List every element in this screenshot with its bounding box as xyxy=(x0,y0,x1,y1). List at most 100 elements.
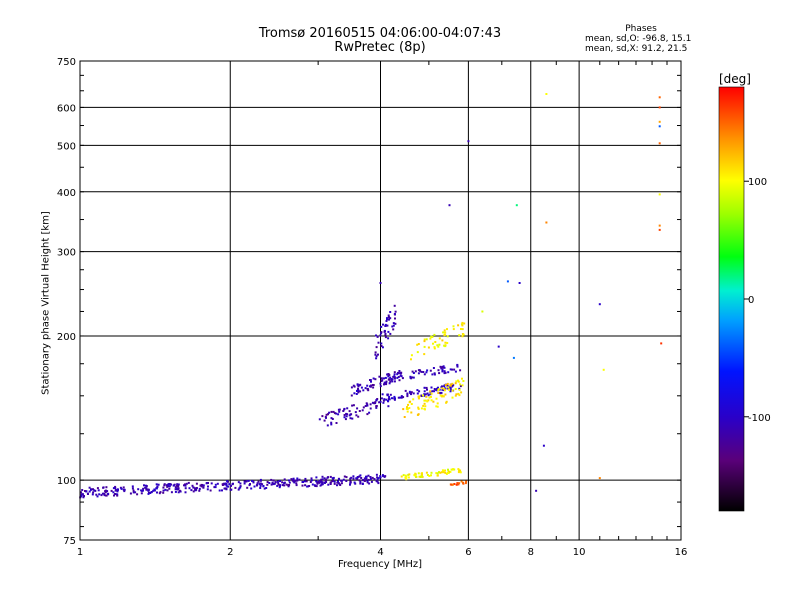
echo-point xyxy=(388,374,391,376)
echo-point xyxy=(305,480,308,483)
echo-point xyxy=(281,481,284,484)
echo-point xyxy=(372,384,374,386)
echo-point xyxy=(436,402,439,405)
echo-point xyxy=(318,481,321,484)
echo-point xyxy=(393,371,396,374)
echo-point xyxy=(380,342,383,345)
echo-point xyxy=(157,483,160,486)
echo-point xyxy=(440,471,443,474)
echo-point xyxy=(425,395,428,398)
echo-point xyxy=(427,399,430,402)
echo-point xyxy=(167,485,170,488)
echo-point xyxy=(384,323,387,326)
echo-point xyxy=(439,471,442,474)
echo-point xyxy=(292,477,295,480)
echo-point xyxy=(401,377,404,380)
echo-point xyxy=(368,482,371,485)
echo-point xyxy=(375,399,378,402)
echo-point xyxy=(145,488,148,491)
echo-point xyxy=(80,493,83,496)
echo-point xyxy=(229,488,232,491)
echo-point xyxy=(452,325,455,328)
echo-point xyxy=(350,394,353,397)
echo-point xyxy=(358,410,361,412)
echo-point xyxy=(288,479,290,482)
echo-point xyxy=(457,380,460,383)
echo-point xyxy=(398,372,401,375)
echo-point xyxy=(177,485,180,488)
echo-point xyxy=(357,384,360,387)
echo-point xyxy=(337,413,340,416)
echo-point xyxy=(357,387,359,390)
echo-point xyxy=(365,478,368,480)
echo-point xyxy=(315,480,318,483)
echo-point xyxy=(361,409,364,412)
echo-point xyxy=(308,485,311,487)
echo-point xyxy=(387,375,390,378)
echo-point xyxy=(377,341,380,344)
echo-point xyxy=(370,480,373,483)
echo-point xyxy=(437,386,439,389)
echo-point xyxy=(423,373,426,376)
echo-point xyxy=(371,401,374,404)
echo-point xyxy=(363,480,366,482)
echo-point xyxy=(419,476,422,478)
echo-point xyxy=(183,484,185,487)
echo-point xyxy=(393,373,396,376)
echo-point xyxy=(270,483,273,486)
echo-point xyxy=(389,380,392,383)
echo-point xyxy=(385,381,388,384)
echo-point xyxy=(323,419,326,422)
echo-point xyxy=(402,474,405,477)
echo-point xyxy=(95,493,98,496)
echo-point xyxy=(406,410,409,413)
echo-point xyxy=(114,487,117,489)
echo-point xyxy=(447,371,450,374)
echo-point xyxy=(306,485,309,488)
echo-point xyxy=(379,382,382,385)
echo-point xyxy=(92,488,94,491)
echo-point xyxy=(406,408,409,410)
echo-point xyxy=(461,321,464,324)
echo-point xyxy=(343,475,346,478)
echo-point xyxy=(331,477,334,480)
y-tick-label: 400 xyxy=(57,188,76,199)
echo-point xyxy=(352,477,355,480)
echo-point xyxy=(442,471,445,474)
echo-point xyxy=(349,417,352,420)
echo-point xyxy=(416,389,419,392)
colorbar-ticks: 100 0 -100 xyxy=(744,177,771,424)
echo-point xyxy=(387,405,390,408)
echo-point xyxy=(387,316,390,318)
echo-point xyxy=(446,342,449,344)
echo-point xyxy=(438,372,441,375)
echo-point xyxy=(418,395,421,398)
echo-point xyxy=(367,478,370,481)
echo-point xyxy=(430,392,433,395)
echo-point xyxy=(424,393,427,396)
echo-point xyxy=(440,391,443,394)
echo-point xyxy=(449,368,452,371)
echo-point xyxy=(329,481,332,484)
echo-point xyxy=(259,487,262,489)
echo-point xyxy=(155,483,158,486)
echo-point xyxy=(443,384,446,387)
echo-point xyxy=(316,482,319,485)
echo-point xyxy=(412,392,415,395)
echo-point xyxy=(351,417,354,420)
echo-point xyxy=(375,355,378,358)
echo-point xyxy=(88,486,91,489)
echo-point xyxy=(357,415,360,418)
echo-point xyxy=(115,493,118,496)
echo-point xyxy=(408,473,411,476)
echo-point xyxy=(353,481,356,484)
phases-title: Phases xyxy=(625,24,657,34)
x-tick-label: 4 xyxy=(377,547,383,558)
echo-point xyxy=(535,489,538,492)
echo-point xyxy=(430,399,433,402)
echo-point xyxy=(376,398,379,400)
echo-point xyxy=(350,476,353,479)
echo-point xyxy=(209,489,212,492)
echo-point xyxy=(456,482,459,485)
echo-point xyxy=(149,492,152,494)
